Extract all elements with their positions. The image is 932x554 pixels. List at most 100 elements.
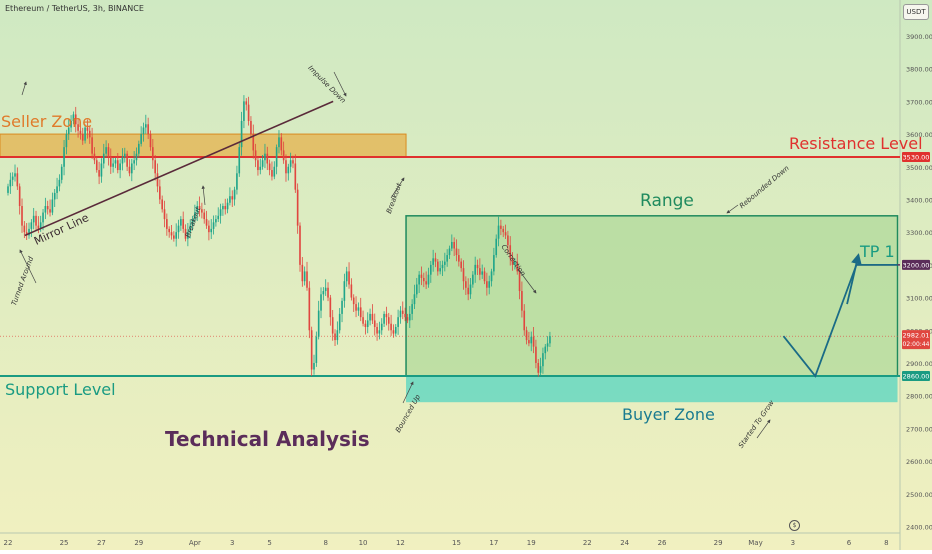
candle-body [238,147,241,174]
candle-body [516,261,519,272]
candle-body [91,137,93,154]
tp1-price-tag-bg [902,259,930,270]
candle-body [355,304,357,311]
candle-body [528,340,530,344]
y-tick-label: 3100.00 [906,295,932,303]
candle-body [313,362,315,370]
candle-body [240,120,243,148]
candle-body [166,219,168,229]
candle-body [385,313,388,318]
x-tick-label: 22 [583,539,592,547]
candle-body [359,307,362,318]
candle-body [273,166,276,177]
x-tick-label: Apr [189,539,201,547]
candle-body [350,284,353,298]
candle-body [215,219,217,223]
candle-body [418,274,420,285]
support-level-label: Support Level [5,380,116,399]
candle-body [420,274,423,278]
candle-body [399,310,402,318]
annotation-arrow [517,268,537,294]
candle-body [280,137,283,151]
candle-body [504,232,507,236]
candle-body [467,287,469,295]
candle-body [502,228,505,233]
candle-body [152,147,154,161]
candle-body [535,346,537,363]
x-tick-label: 29 [714,539,723,547]
candle-body [23,225,26,233]
candle-body [264,153,266,161]
range-box [405,215,899,377]
candle-body [51,199,54,213]
candle-body [380,323,383,331]
candle-body [114,160,117,164]
candle-body [35,215,37,226]
current-price-tag-bg [902,330,930,350]
candle-body [371,313,374,321]
currency-badge[interactable]: USDT [903,4,929,20]
x-tick-label: 12 [396,539,405,547]
candle-body [53,192,56,200]
seller-zone-label: Seller Zone [1,112,93,131]
candle-body [135,153,138,161]
candle-body [366,320,369,327]
candle-body [429,264,432,275]
buyer-zone-label: Buyer Zone [622,405,715,424]
candle-body [537,362,540,373]
candle-body [196,206,199,213]
candle-body [145,124,147,128]
candle-body [128,166,131,174]
candle-body [173,235,175,239]
annotation-arrow [201,185,206,206]
candle-body [387,317,390,324]
candle-body [212,222,215,229]
candle-body [322,291,325,295]
candle-body [453,241,455,249]
candle-body [427,274,430,285]
candle-body [116,160,119,171]
candle-body [201,209,203,213]
x-tick-label: 22 [4,539,13,547]
candle-body [532,336,535,347]
countdown-tag: 02:00:44 [903,341,930,348]
x-tick-label: 29 [134,539,143,547]
candle-body [198,206,201,210]
mirror-line [24,100,334,237]
candle-body [14,173,16,177]
x-tick-label: 27 [97,539,106,547]
support-price-tag-bg [902,371,930,382]
candle-body [32,215,35,223]
candle-body [9,179,12,187]
candle-body [180,219,182,226]
candle-body [187,232,189,239]
candle-body [182,219,185,229]
candle-body [254,150,257,161]
y-tick-label: 3900.00 [906,33,932,41]
candle-body [81,134,84,141]
x-tick-label: 24 [620,539,629,547]
candle-body [462,268,465,282]
replay-icon[interactable]: $ [789,520,800,531]
x-tick-label: 17 [489,539,498,547]
candle-body [317,310,320,337]
candle-body [348,271,350,285]
candle-body [415,284,418,295]
candle-body [112,163,114,167]
y-tick-label: 3800.00 [906,66,932,74]
seller-zone-box [0,133,407,158]
candle-body [331,317,334,334]
candle-body [189,225,192,233]
candle-body [455,248,458,256]
x-tick-label: 8 [323,539,327,547]
candle-body [518,271,521,292]
candle-body [236,173,238,190]
candle-body [147,124,149,135]
candle-body [369,313,371,321]
candle-body [140,134,142,144]
candle-body [203,212,206,220]
candle-body [21,206,23,226]
symbol-title: Ethereum / TetherUS, 3h, BINANCE [5,4,144,13]
candle-body [376,326,378,334]
